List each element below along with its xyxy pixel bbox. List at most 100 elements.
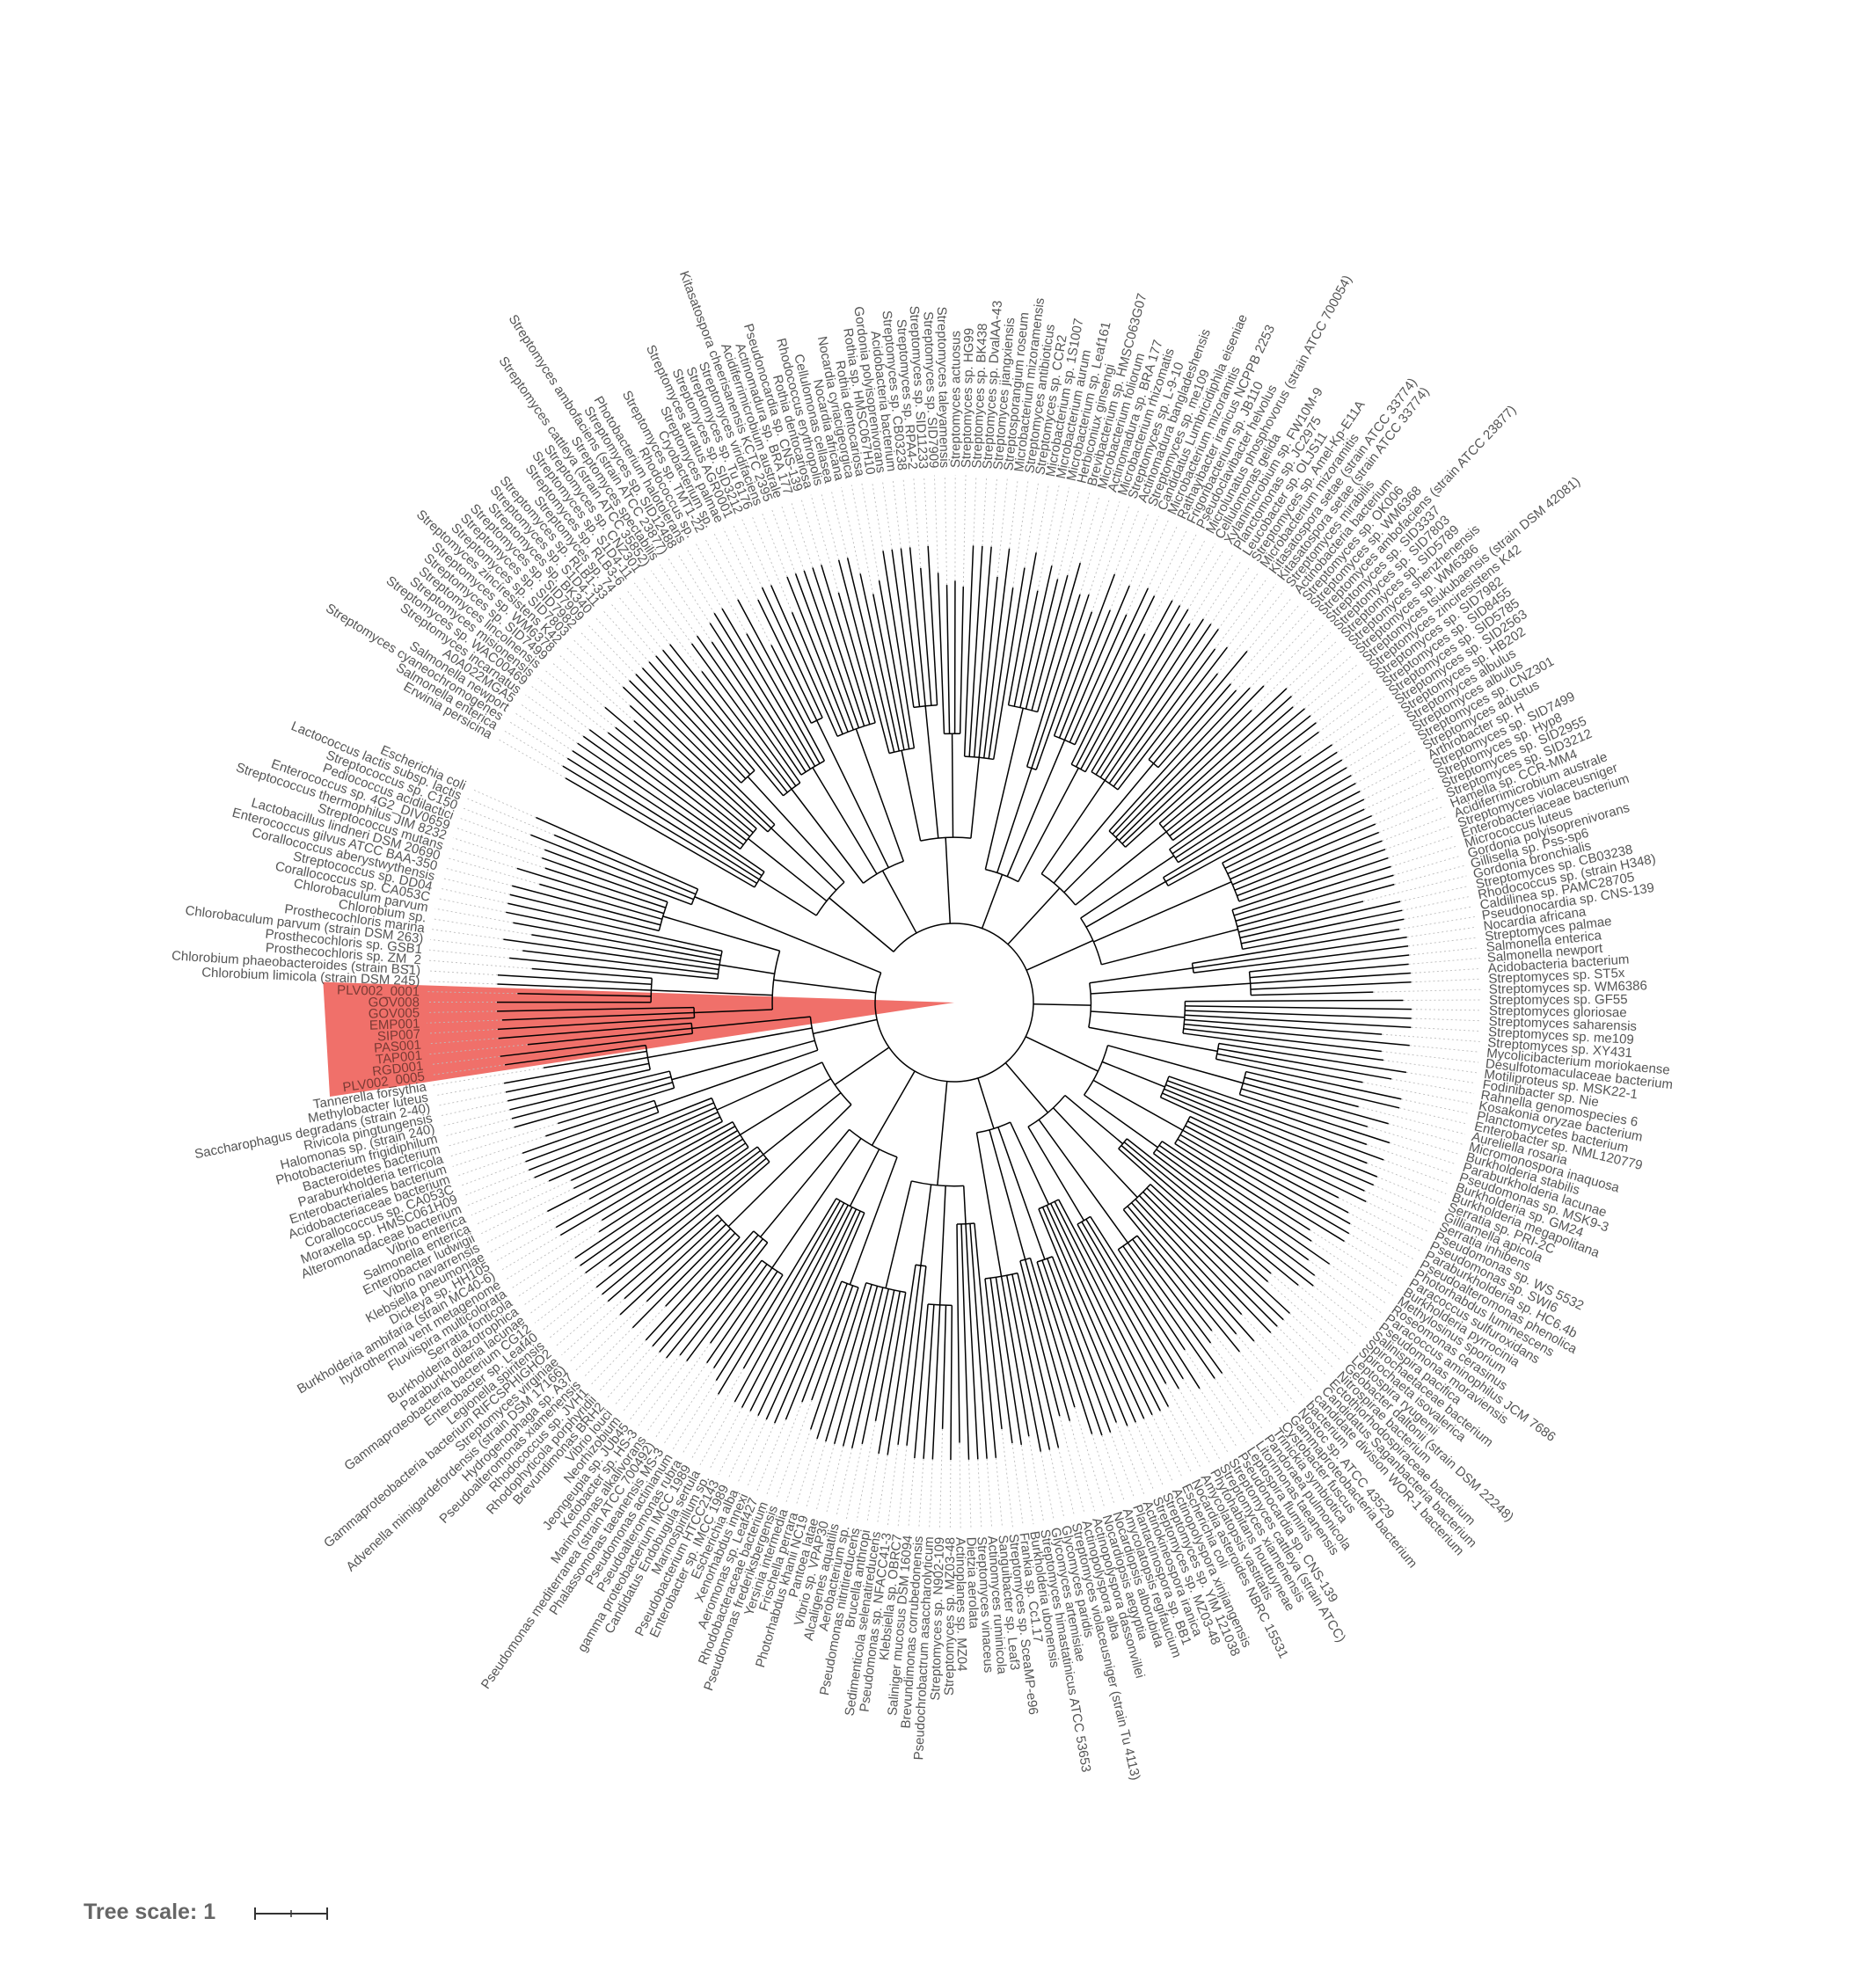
clade-arc <box>645 1045 651 1070</box>
leaf-branch <box>1123 1141 1299 1287</box>
clade-arc <box>753 1230 769 1244</box>
leaf-branch <box>1085 1219 1184 1380</box>
clade-arc <box>1091 770 1119 791</box>
leaf-branch <box>602 1157 767 1295</box>
leaf-guide-line <box>1079 495 1100 564</box>
leaf-branch <box>1166 1080 1384 1161</box>
leaf-branch <box>555 1126 736 1229</box>
leaf-label: Dietzia aerolata <box>963 1536 981 1629</box>
leaf-branch <box>801 1283 848 1403</box>
leaf-guide-line <box>1009 478 1018 549</box>
leaf-guide-line <box>582 1327 633 1378</box>
leaf-branch <box>548 1106 717 1182</box>
leaf-label: Streptomyces sp. ST5x <box>1488 966 1625 987</box>
leaf-branch <box>558 1087 675 1125</box>
leaf-label: RGD001 <box>371 1059 424 1080</box>
leaf-guide-line <box>672 1380 717 1449</box>
leaf-branch <box>712 1271 778 1369</box>
leaf-guide-line <box>933 475 939 573</box>
leaf-guide-line <box>1251 631 1332 711</box>
leaf-branch <box>544 867 666 908</box>
leaf-guide-line <box>551 661 606 708</box>
leaf-branch <box>1122 1245 1215 1379</box>
leaf-label: Streptomyces sp. HG99 <box>959 328 976 469</box>
leaf-guide-line <box>1020 1444 1034 1525</box>
leaf-branch <box>765 1210 861 1420</box>
leaf-guide-line <box>537 677 609 733</box>
leaf-guide-line <box>427 970 498 976</box>
leaf-guide-line <box>1091 504 1130 612</box>
leaf-branch <box>635 674 742 784</box>
leaf-guide-line <box>1215 577 1268 650</box>
leaf-guide-line <box>544 669 617 728</box>
leaf-branch <box>633 720 757 829</box>
leaf-guide-line <box>1411 978 1482 983</box>
leaf-branch <box>1172 731 1319 842</box>
tree-scale-label: Tree scale: 1 <box>84 1900 215 1924</box>
leaf-branch <box>897 1265 922 1445</box>
internal-branch <box>924 705 939 839</box>
internal-branch <box>727 1104 852 1228</box>
leaf-branch <box>1185 999 1404 1003</box>
leaf-guide-line <box>1362 875 1467 902</box>
leaf-branch <box>686 1259 763 1361</box>
leaf-branch <box>757 599 818 721</box>
leaf-branch <box>509 957 719 980</box>
leaf-branch <box>959 586 965 734</box>
leaf-branch <box>1038 1208 1128 1426</box>
leaf-guide-line <box>990 476 998 547</box>
leaf-branch <box>1150 1184 1290 1314</box>
leaf-branch <box>543 1050 647 1069</box>
leaf-branch <box>1172 744 1332 855</box>
leaf-guide-line <box>1028 1436 1045 1523</box>
leaf-guide-line <box>1381 1051 1479 1063</box>
superclade-arc <box>976 1121 1011 1134</box>
internal-branch <box>849 1149 880 1207</box>
leaf-label: GOV008 <box>369 995 420 1010</box>
internal-branch <box>1018 767 1079 882</box>
leaf-guide-line <box>785 1429 812 1503</box>
clade-arc <box>717 951 723 980</box>
leaf-branch <box>1233 865 1391 916</box>
internal-branch <box>770 828 837 891</box>
leaf-branch <box>711 641 802 776</box>
leaf-guide-line <box>1202 559 1243 620</box>
leaf-branch <box>530 834 694 901</box>
leaf-branch <box>1054 1200 1161 1411</box>
leaf-guide-line <box>505 1220 602 1280</box>
leaf-branch <box>690 643 797 787</box>
leaf-label: Streptomyces sp. SID7909 <box>920 311 941 469</box>
internal-branch <box>1091 982 1251 995</box>
leaf-branch <box>1136 1235 1213 1331</box>
leaf-branch <box>1184 1023 1410 1047</box>
leaf-branch <box>500 1032 693 1057</box>
leaf-guide-line <box>1404 906 1474 920</box>
leaf-guide-line <box>1341 722 1402 761</box>
leaf-guide-line <box>699 1401 735 1465</box>
leaf-branch <box>1000 1276 1030 1437</box>
leaf-branch <box>1185 1010 1412 1019</box>
leaf-guide-line <box>541 1287 597 1331</box>
leaf-guide-line <box>431 1064 506 1076</box>
internal-branch <box>656 1049 818 1107</box>
leaf-guide-line <box>1101 1435 1126 1503</box>
leaf-guide-line <box>1344 1241 1405 1279</box>
leaf-guide-line <box>471 788 537 819</box>
leaf-guide-line <box>602 609 650 662</box>
leaf-guide-line <box>902 477 911 548</box>
internal-branch <box>1027 1126 1085 1222</box>
leaf-guide-line <box>1037 485 1060 591</box>
leaf-branch <box>968 545 983 757</box>
leaf-guide-line <box>1367 1163 1447 1194</box>
leaf-branch <box>741 1204 849 1408</box>
leaf-guide-line <box>525 694 584 737</box>
leaf-branch <box>927 545 938 705</box>
leaf-branch <box>810 1287 859 1430</box>
leaf-branch <box>517 993 652 997</box>
leaf-guide-line <box>443 1118 513 1137</box>
leaf-branch <box>1036 1261 1093 1434</box>
leaf-guide-line <box>1159 1411 1193 1474</box>
internal-branch <box>1092 1079 1184 1131</box>
leaf-label: Actinoplanes sp. MZ04 <box>953 1537 969 1672</box>
leaf-guide-line <box>732 523 763 588</box>
